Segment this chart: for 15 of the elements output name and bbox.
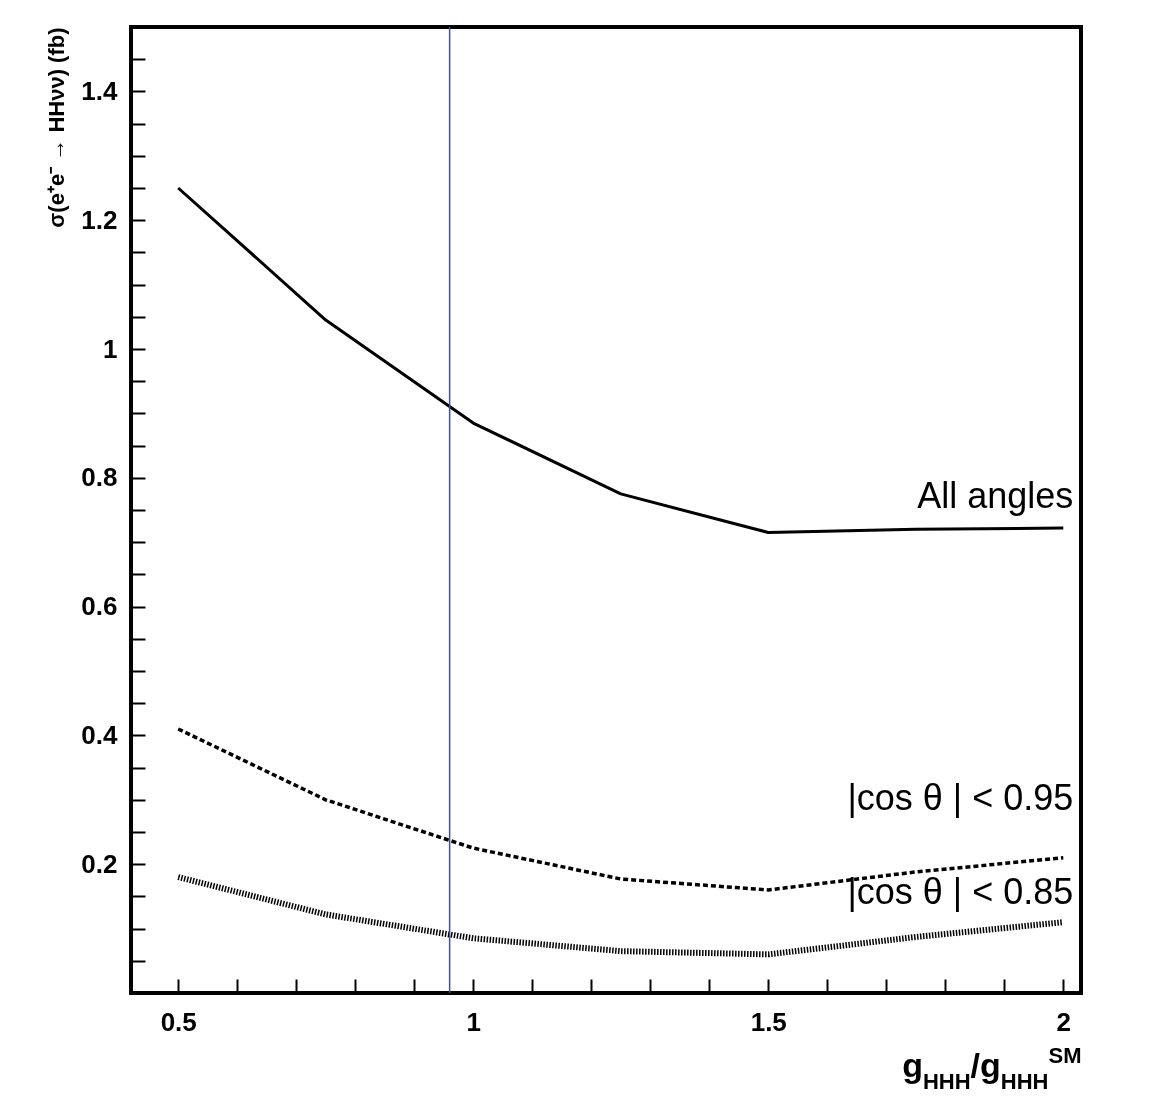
y-tick-label: 0.8 xyxy=(81,462,118,493)
x-tick-label: 1.5 xyxy=(750,1006,787,1037)
x-tick-label: 0.5 xyxy=(160,1006,197,1037)
series-label: |cos θ | < 0.85 xyxy=(847,871,1074,913)
y-tick-label: 0.6 xyxy=(81,591,118,622)
series-label: |cos θ | < 0.95 xyxy=(847,776,1074,818)
series-label: All angles xyxy=(917,475,1074,517)
y-tick-label: 0.2 xyxy=(81,848,118,879)
y-tick-label: 1.2 xyxy=(81,204,118,235)
y-tick-label: 1 xyxy=(103,333,118,364)
y-tick-label: 0.4 xyxy=(81,719,119,750)
y-axis-title: σ(e⁺e⁻ → HHνν) (fb) xyxy=(44,27,70,228)
x-tick-label: 2 xyxy=(1056,1006,1072,1037)
x-tick-label: 1 xyxy=(466,1006,481,1037)
y-tick-label: 1.4 xyxy=(81,75,119,106)
